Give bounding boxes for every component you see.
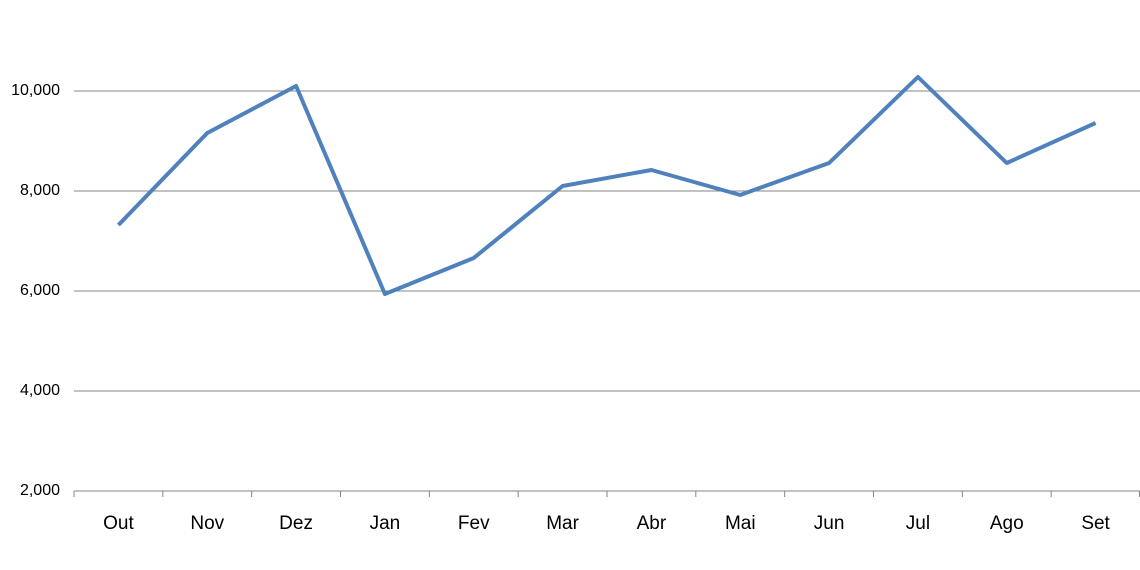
data-line bbox=[116, 75, 1097, 296]
x-tick-label: Nov bbox=[190, 513, 224, 534]
x-tick-label: Fev bbox=[458, 513, 490, 534]
x-tick-label: Mai bbox=[725, 513, 756, 534]
x-tick-label: Out bbox=[103, 513, 134, 534]
x-tick-label: Set bbox=[1081, 513, 1110, 534]
x-tick-label: Dez bbox=[279, 513, 313, 534]
x-tick-label: Jun bbox=[814, 513, 845, 534]
x-tick-label: Ago bbox=[990, 513, 1024, 534]
x-tick-label: Jul bbox=[906, 513, 930, 534]
x-tick-label: Mar bbox=[546, 513, 579, 534]
x-tick-label: Jan bbox=[370, 513, 401, 534]
y-tick-label: 6,000 bbox=[20, 282, 60, 299]
y-tick-label: 4,000 bbox=[20, 382, 60, 399]
y-tick-label: 2,000 bbox=[20, 482, 60, 499]
x-tick-label: Abr bbox=[637, 513, 667, 534]
y-tick-label: 8,000 bbox=[20, 182, 60, 199]
y-tick-label: 10,000 bbox=[11, 82, 60, 99]
